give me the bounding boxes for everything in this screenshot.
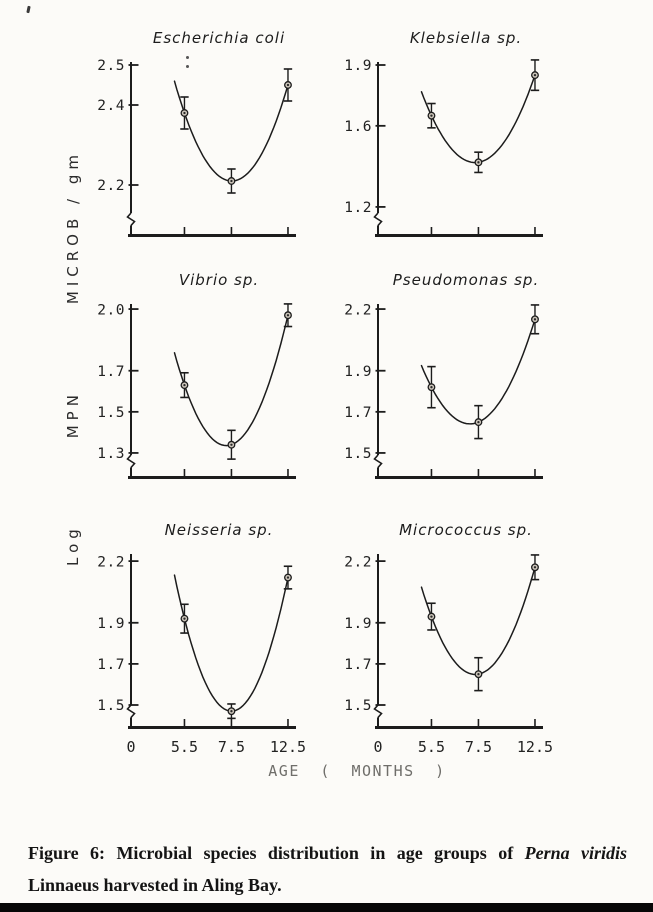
subplot-grid: 2.5 2.4 2.2 Escherichia coli 1.9 1.6 1.2 Klebsi… xyxy=(97,29,553,756)
fit-curve xyxy=(173,80,289,182)
y-tick-label: 1.9 xyxy=(97,616,125,632)
subplot-neisseria-sp: 2.2 1.9 1.7 1.5 0 5.5 7.5 12.5 Neisseria sp. xyxy=(97,521,306,756)
y-tick-label: 1.5 xyxy=(97,405,125,421)
x-tick-label: 5.5 xyxy=(171,738,198,756)
y-tick-label: 1.7 xyxy=(344,405,372,421)
y-tick-label: 2.5 xyxy=(97,58,125,74)
y-tick-label: 1.2 xyxy=(344,200,372,216)
subplot-title: Vibrio sp. xyxy=(179,271,259,289)
x-tick-label: 7.5 xyxy=(465,738,492,756)
scan-artifact xyxy=(186,65,189,68)
x-tick-label: 0 xyxy=(126,738,135,756)
y-tick-label: 2.4 xyxy=(97,98,125,114)
y-tick-label: 1.6 xyxy=(344,119,372,135)
fit-curve xyxy=(173,574,289,712)
subplot-escherichia-coli: 2.5 2.4 2.2 Escherichia coli xyxy=(97,29,296,237)
subplot-title: Pseudomonas sp. xyxy=(393,271,539,289)
axis-break xyxy=(373,704,383,719)
x-tick-label: 5.5 xyxy=(418,738,445,756)
caption-text: Figure 6: Microbial species distribution… xyxy=(28,843,514,863)
y-tick-label: 2.0 xyxy=(97,302,125,318)
axis-break xyxy=(126,212,136,227)
y-tick-label: 1.9 xyxy=(344,616,372,632)
y-tick-label: 1.7 xyxy=(97,364,125,380)
x-tick-label: 7.5 xyxy=(218,738,245,756)
caption-line-2: Linnaeus harvested in Aling Bay. xyxy=(28,874,282,895)
x-tick-label: 12.5 xyxy=(517,738,553,756)
axis-break xyxy=(126,704,136,719)
axis-break xyxy=(373,454,383,469)
y-tick-label: 1.7 xyxy=(97,657,125,673)
caption-species-name: Perna viridis xyxy=(524,843,628,863)
subplot-title: Escherichia coli xyxy=(153,29,285,47)
fit-curve xyxy=(420,74,536,164)
y-tick-label: 1.5 xyxy=(344,698,372,714)
axis-break xyxy=(373,212,383,227)
scan-artifact xyxy=(186,56,189,59)
caption-line-1: Figure 6: Microbial species distribution… xyxy=(28,838,627,870)
figure-caption: Figure 6: Microbial species distribution… xyxy=(28,838,627,901)
y-tick-label: 1.5 xyxy=(344,446,372,462)
subplot-pseudomonas-sp: 2.2 1.9 1.7 1.5 Pseudomonas sp. xyxy=(344,271,543,479)
fit-curve xyxy=(173,314,289,447)
bottom-scan-bar xyxy=(0,903,653,912)
y-tick-label: 1.3 xyxy=(97,446,125,462)
subplot-klebsiella-sp: 1.9 1.6 1.2 Klebsiella sp. xyxy=(344,29,543,237)
y-tick-label: 2.2 xyxy=(97,178,125,194)
y-tick-label: 2.2 xyxy=(97,554,125,570)
y-tick-label: 1.9 xyxy=(344,58,372,74)
y-tick-label: 1.9 xyxy=(344,364,372,380)
y-tick-label: 1.7 xyxy=(344,657,372,673)
subplot-micrococcus-sp: 2.2 1.9 1.7 1.5 0 5.5 7.5 12.5 Micrococcus sp. xyxy=(344,521,553,756)
y-tick-label: 2.2 xyxy=(344,302,372,318)
x-tick-label: 0 xyxy=(373,738,382,756)
x-tick-label: 12.5 xyxy=(270,738,306,756)
subplot-title: Klebsiella sp. xyxy=(410,29,522,47)
y-tick-label: 2.2 xyxy=(344,554,372,570)
y-tick-label: 1.5 xyxy=(97,698,125,714)
subplot-title: Neisseria sp. xyxy=(165,521,274,539)
subplot-title: Micrococcus sp. xyxy=(399,521,533,539)
x-axis-label: AGE ( MONTHS ) xyxy=(268,762,446,780)
subplot-vibrio-sp: 2.0 1.7 1.5 1.3 Vibrio sp. xyxy=(97,271,296,479)
axis-break xyxy=(126,454,136,469)
